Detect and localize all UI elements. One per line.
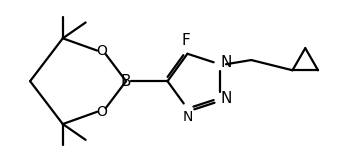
Text: N: N	[182, 110, 193, 124]
Text: O: O	[96, 44, 107, 58]
Text: B: B	[121, 74, 131, 89]
Text: N: N	[220, 55, 232, 70]
Text: F: F	[181, 33, 190, 48]
Text: O: O	[96, 105, 107, 119]
Text: N: N	[220, 91, 232, 106]
